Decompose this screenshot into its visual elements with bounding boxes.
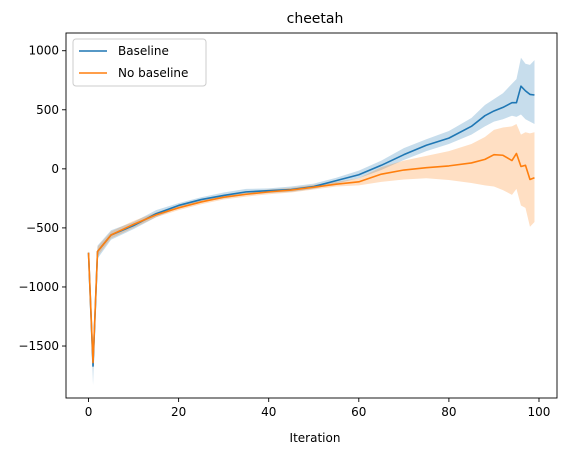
- band-no-baseline: [88, 123, 535, 370]
- y-tick-label: 1000: [28, 44, 59, 58]
- axes-frame: [65, 32, 558, 399]
- legend-label-no-baseline: No baseline: [118, 66, 188, 80]
- x-tick-label: 80: [441, 405, 456, 419]
- x-tick-label: 40: [261, 405, 276, 419]
- band-baseline: [88, 57, 535, 386]
- legend: Baseline No baseline: [72, 38, 207, 87]
- x-tick-label: 20: [171, 405, 186, 419]
- y-tick-label: −500: [26, 221, 59, 235]
- y-tick-label: −1500: [18, 339, 59, 353]
- x-axis-label: Iteration: [290, 431, 341, 445]
- x-tick-label: 60: [351, 405, 366, 419]
- y-tick-label: 500: [36, 103, 59, 117]
- plot-area: [65, 32, 558, 399]
- x-tick-label: 100: [528, 405, 551, 419]
- series-line-no-baseline: [87, 152, 535, 364]
- legend-label-baseline: Baseline: [118, 44, 169, 58]
- chart-title: cheetah: [287, 11, 344, 27]
- series-line-baseline: [87, 85, 535, 367]
- y-axis-ticks: −1500 −1000 −500 0 500 1000: [18, 44, 66, 353]
- y-tick-label: −1000: [18, 280, 59, 294]
- x-tick-label: 0: [85, 405, 93, 419]
- y-tick-label: 0: [51, 162, 59, 176]
- x-axis-ticks: 0 20 40 60 80 100: [85, 398, 551, 419]
